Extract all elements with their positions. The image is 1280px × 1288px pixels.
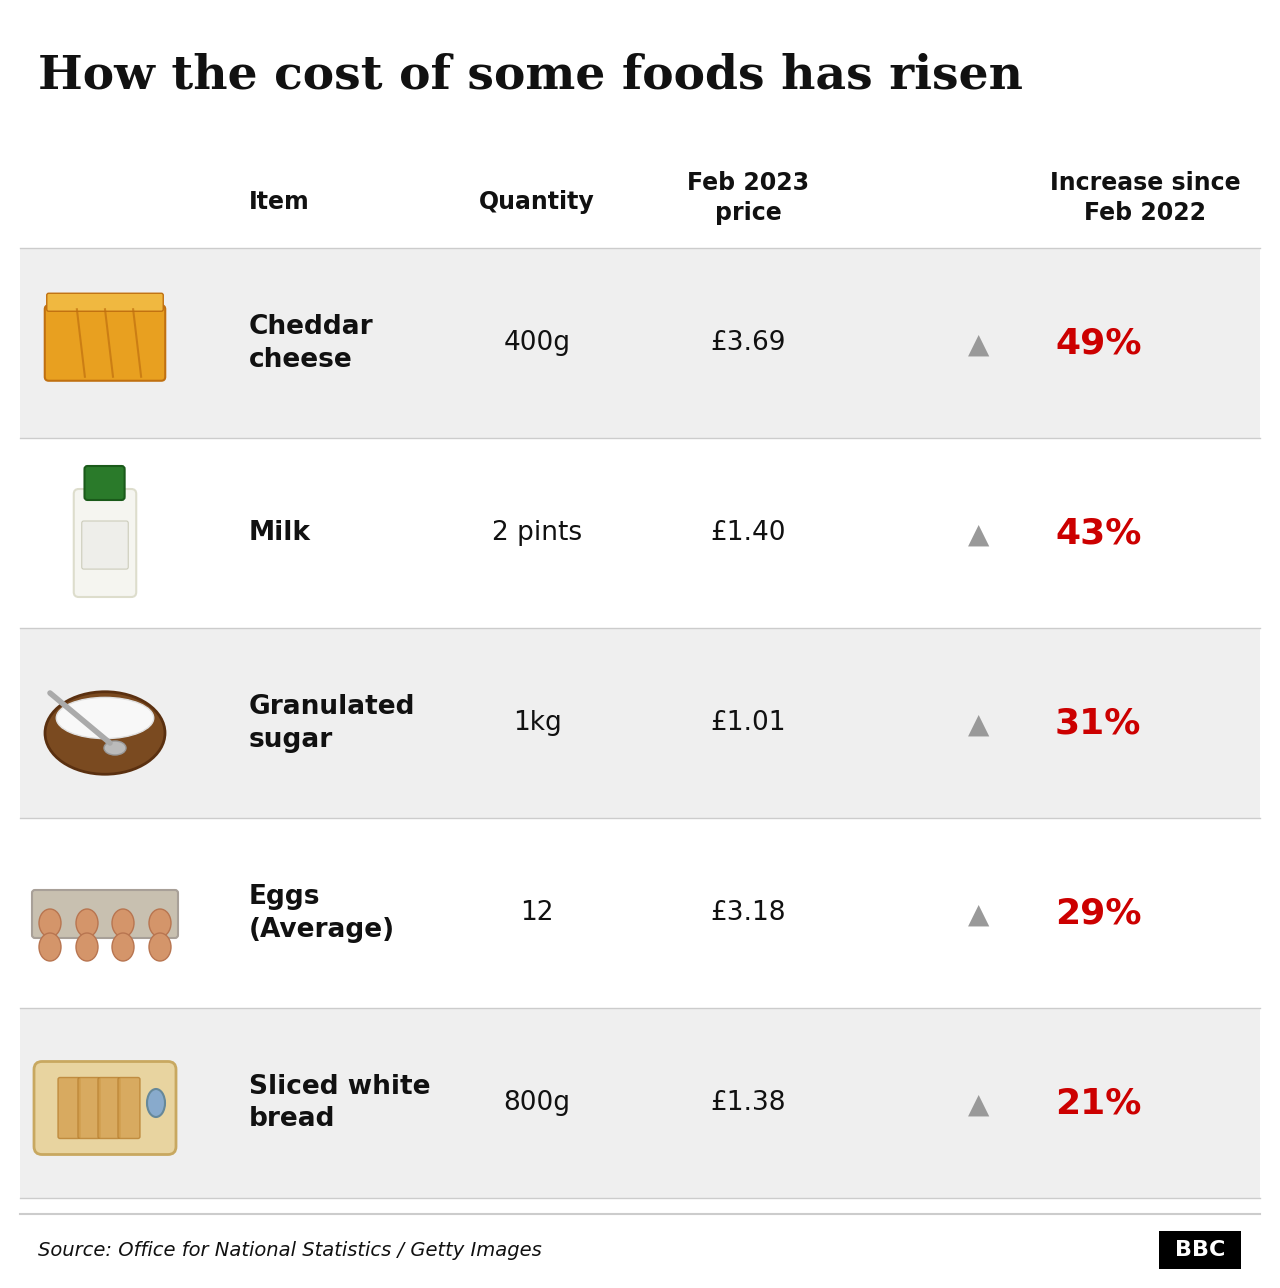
- Text: 400g: 400g: [503, 330, 571, 355]
- Text: ▲: ▲: [968, 711, 989, 739]
- Text: ▲: ▲: [968, 522, 989, 549]
- Text: £1.40: £1.40: [710, 520, 786, 546]
- Ellipse shape: [56, 697, 154, 738]
- FancyBboxPatch shape: [99, 1078, 120, 1139]
- FancyBboxPatch shape: [35, 1061, 177, 1154]
- Bar: [20, 1009, 1260, 1198]
- Text: 1kg: 1kg: [512, 710, 562, 735]
- Bar: [20, 629, 1260, 818]
- FancyBboxPatch shape: [58, 1078, 79, 1139]
- Text: ▲: ▲: [968, 902, 989, 929]
- Text: Quantity: Quantity: [479, 191, 595, 214]
- Text: 31%: 31%: [1055, 706, 1142, 741]
- Ellipse shape: [147, 1088, 165, 1117]
- Bar: [20, 818, 1260, 1009]
- Text: 800g: 800g: [503, 1090, 571, 1115]
- FancyBboxPatch shape: [78, 1078, 100, 1139]
- Bar: [1158, 1231, 1242, 1269]
- Ellipse shape: [113, 933, 134, 961]
- Ellipse shape: [76, 933, 99, 961]
- Text: Granulated
sugar: Granulated sugar: [250, 693, 416, 752]
- Text: Source: Office for National Statistics / Getty Images: Source: Office for National Statistics /…: [38, 1240, 541, 1260]
- Bar: [20, 249, 1260, 438]
- Ellipse shape: [113, 909, 134, 936]
- Text: Item: Item: [250, 191, 310, 214]
- Text: £3.69: £3.69: [710, 330, 786, 355]
- Text: Feb 2023
price: Feb 2023 price: [687, 171, 809, 225]
- Ellipse shape: [76, 909, 99, 936]
- FancyBboxPatch shape: [45, 305, 165, 381]
- Ellipse shape: [148, 909, 172, 936]
- Text: 12: 12: [520, 900, 554, 926]
- Ellipse shape: [148, 933, 172, 961]
- FancyBboxPatch shape: [32, 890, 178, 938]
- Text: £1.01: £1.01: [710, 710, 786, 735]
- FancyBboxPatch shape: [47, 294, 164, 312]
- Text: £1.38: £1.38: [710, 1090, 786, 1115]
- Text: 29%: 29%: [1055, 896, 1142, 930]
- Text: Milk: Milk: [250, 520, 311, 546]
- FancyBboxPatch shape: [118, 1078, 140, 1139]
- FancyBboxPatch shape: [84, 466, 124, 500]
- Text: £3.18: £3.18: [710, 900, 786, 926]
- Text: BBC: BBC: [1175, 1240, 1225, 1260]
- Ellipse shape: [104, 741, 125, 755]
- Ellipse shape: [38, 933, 61, 961]
- Text: 49%: 49%: [1055, 326, 1142, 361]
- Text: Cheddar
cheese: Cheddar cheese: [250, 313, 374, 372]
- Text: 43%: 43%: [1055, 516, 1142, 550]
- Text: ▲: ▲: [968, 1091, 989, 1119]
- Ellipse shape: [45, 692, 165, 774]
- Text: Sliced white
bread: Sliced white bread: [250, 1073, 430, 1132]
- Ellipse shape: [38, 909, 61, 936]
- Text: ▲: ▲: [968, 331, 989, 359]
- Bar: [20, 438, 1260, 629]
- Text: 2 pints: 2 pints: [492, 520, 582, 546]
- Text: How the cost of some foods has risen: How the cost of some foods has risen: [38, 52, 1023, 98]
- Text: 21%: 21%: [1055, 1086, 1142, 1121]
- Text: Increase since
Feb 2022: Increase since Feb 2022: [1050, 171, 1240, 225]
- FancyBboxPatch shape: [74, 489, 136, 598]
- FancyBboxPatch shape: [82, 522, 128, 569]
- Text: Eggs
(Average): Eggs (Average): [250, 884, 396, 943]
